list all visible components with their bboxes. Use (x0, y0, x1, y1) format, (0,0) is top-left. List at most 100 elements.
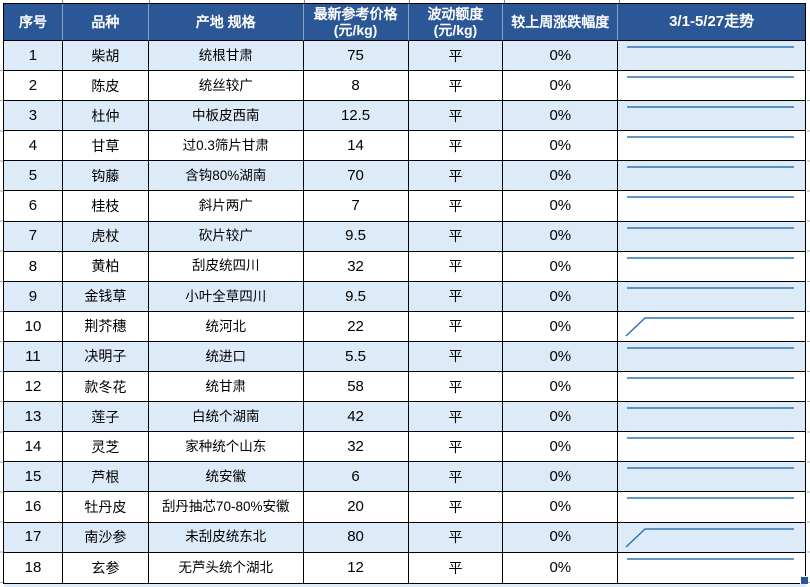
cell-index[interactable]: 7 (4, 221, 63, 252)
cell-change[interactable]: 0% (503, 71, 619, 102)
cell-origin-spec[interactable]: 刮皮统四川 (148, 251, 304, 282)
cell-change[interactable]: 0% (503, 492, 619, 523)
cell-trend-sparkline[interactable] (618, 341, 805, 373)
col-header-price[interactable]: 最新参考价格 (元/kg) (303, 4, 409, 41)
cell-index[interactable]: 5 (4, 161, 63, 192)
cell-price[interactable]: 20 (303, 492, 409, 523)
cell-index[interactable]: 17 (4, 522, 63, 553)
cell-origin-spec[interactable]: 未刮皮统东北 (148, 522, 304, 553)
cell-fluctuation[interactable]: 平 (409, 552, 504, 583)
cell-index[interactable]: 11 (4, 341, 63, 373)
cell-trend-sparkline[interactable] (618, 41, 805, 72)
cell-trend-sparkline[interactable] (618, 71, 805, 102)
cell-trend-sparkline[interactable] (618, 462, 805, 493)
cell-origin-spec[interactable]: 刮丹抽芯70-80%安徽 (148, 492, 304, 523)
cell-change[interactable]: 0% (503, 41, 619, 72)
cell-change[interactable]: 0% (503, 402, 619, 433)
cell-trend-sparkline[interactable] (618, 522, 805, 553)
cell-origin-spec[interactable]: 白统个湖南 (148, 402, 304, 433)
cell-origin-spec[interactable]: 过0.3筛片甘肃 (148, 131, 304, 162)
cell-origin-spec[interactable]: 砍片较广 (148, 221, 304, 252)
cell-fluctuation[interactable]: 平 (408, 402, 504, 433)
cell-trend-sparkline[interactable] (618, 492, 805, 523)
cell-trend-sparkline[interactable] (618, 161, 805, 192)
cell-variety[interactable]: 芦根 (62, 462, 149, 493)
cell-fluctuation[interactable]: 平 (408, 251, 504, 282)
cell-trend-sparkline[interactable] (618, 372, 805, 403)
cell-variety[interactable]: 金钱草 (62, 281, 149, 312)
cell-origin-spec[interactable]: 斜片两广 (148, 191, 304, 222)
cell-price[interactable]: 70 (303, 161, 409, 192)
cell-price[interactable]: 12.5 (303, 101, 409, 132)
cell-trend-sparkline[interactable] (618, 101, 805, 132)
cell-change[interactable]: 0% (503, 432, 619, 463)
selection-fill-handle[interactable] (800, 576, 808, 584)
cell-variety[interactable]: 南沙参 (62, 522, 149, 553)
cell-price[interactable]: 5.5 (303, 341, 409, 373)
cell-fluctuation[interactable]: 平 (408, 101, 504, 132)
cell-variety[interactable]: 桂枝 (62, 191, 149, 222)
cell-fluctuation[interactable]: 平 (408, 311, 504, 342)
cell-fluctuation[interactable]: 平 (408, 131, 504, 162)
cell-origin-spec[interactable]: 中板皮西南 (148, 101, 304, 132)
col-header-trend[interactable]: 3/1-5/27走势 (618, 4, 805, 41)
cell-price[interactable]: 6 (303, 462, 409, 493)
cell-origin-spec[interactable]: 小叶全草四川 (148, 281, 304, 312)
cell-trend-sparkline[interactable] (618, 402, 805, 433)
cell-change[interactable]: 0% (503, 341, 619, 373)
cell-change[interactable]: 0% (503, 101, 619, 132)
cell-origin-spec[interactable]: 家种统个山东 (148, 432, 304, 463)
cell-index[interactable]: 16 (4, 492, 63, 523)
cell-variety[interactable]: 决明子 (62, 341, 149, 373)
cell-fluctuation[interactable]: 平 (408, 341, 504, 373)
cell-variety[interactable]: 陈皮 (62, 71, 149, 102)
cell-origin-spec[interactable]: 统甘肃 (148, 372, 304, 403)
cell-price[interactable]: 32 (303, 432, 409, 463)
col-header-weekly-change[interactable]: 较上周涨跌幅度 (503, 4, 619, 41)
cell-fluctuation[interactable]: 平 (408, 522, 504, 553)
cell-trend-sparkline[interactable] (618, 432, 805, 463)
cell-change[interactable]: 0% (503, 522, 619, 553)
cell-origin-spec[interactable]: 统根甘肃 (148, 41, 304, 72)
col-header-origin-spec[interactable]: 产地 规格 (148, 4, 304, 41)
cell-change[interactable]: 0% (503, 372, 619, 403)
cell-trend-sparkline[interactable] (618, 281, 805, 312)
col-header-index[interactable]: 序号 (4, 4, 63, 41)
col-header-fluctuation[interactable]: 波动额度 (元/kg) (408, 4, 504, 41)
cell-variety[interactable]: 黄柏 (62, 251, 149, 282)
cell-price[interactable]: 14 (303, 131, 409, 162)
cell-fluctuation[interactable]: 平 (408, 281, 504, 312)
cell-index[interactable]: 8 (4, 251, 63, 282)
cell-index[interactable]: 3 (4, 101, 63, 132)
cell-origin-spec[interactable]: 统进口 (148, 341, 304, 373)
cell-variety[interactable]: 牡丹皮 (62, 492, 149, 523)
cell-variety[interactable]: 甘草 (62, 131, 149, 162)
cell-price[interactable]: 9.5 (303, 281, 409, 312)
cell-fluctuation[interactable]: 平 (408, 372, 504, 403)
cell-change[interactable]: 0% (503, 281, 619, 312)
cell-price[interactable]: 80 (303, 522, 409, 553)
cell-price[interactable]: 7 (303, 191, 409, 222)
cell-index[interactable]: 14 (4, 432, 63, 463)
cell-change[interactable]: 0% (503, 251, 619, 282)
cell-variety[interactable]: 莲子 (62, 402, 149, 433)
cell-variety[interactable]: 虎杖 (62, 221, 149, 252)
cell-index[interactable]: 12 (4, 372, 63, 403)
cell-change[interactable]: 0% (503, 131, 619, 162)
cell-index[interactable]: 18 (4, 552, 63, 583)
cell-fluctuation[interactable]: 平 (408, 221, 504, 252)
cell-index[interactable]: 13 (4, 402, 63, 433)
cell-variety[interactable]: 杜仲 (62, 101, 149, 132)
cell-index[interactable]: 1 (4, 41, 63, 72)
cell-change[interactable]: 0% (503, 221, 619, 252)
cell-index[interactable]: 10 (4, 311, 63, 342)
cell-variety[interactable]: 柴胡 (62, 41, 149, 72)
cell-variety[interactable]: 玄参 (63, 552, 149, 583)
cell-fluctuation[interactable]: 平 (408, 432, 504, 463)
cell-variety[interactable]: 灵芝 (62, 432, 149, 463)
cell-trend-sparkline[interactable] (618, 553, 805, 583)
cell-trend-sparkline[interactable] (618, 191, 805, 222)
cell-change[interactable]: 0% (503, 161, 619, 192)
cell-change[interactable]: 0% (503, 311, 619, 342)
cell-fluctuation[interactable]: 平 (408, 191, 504, 222)
